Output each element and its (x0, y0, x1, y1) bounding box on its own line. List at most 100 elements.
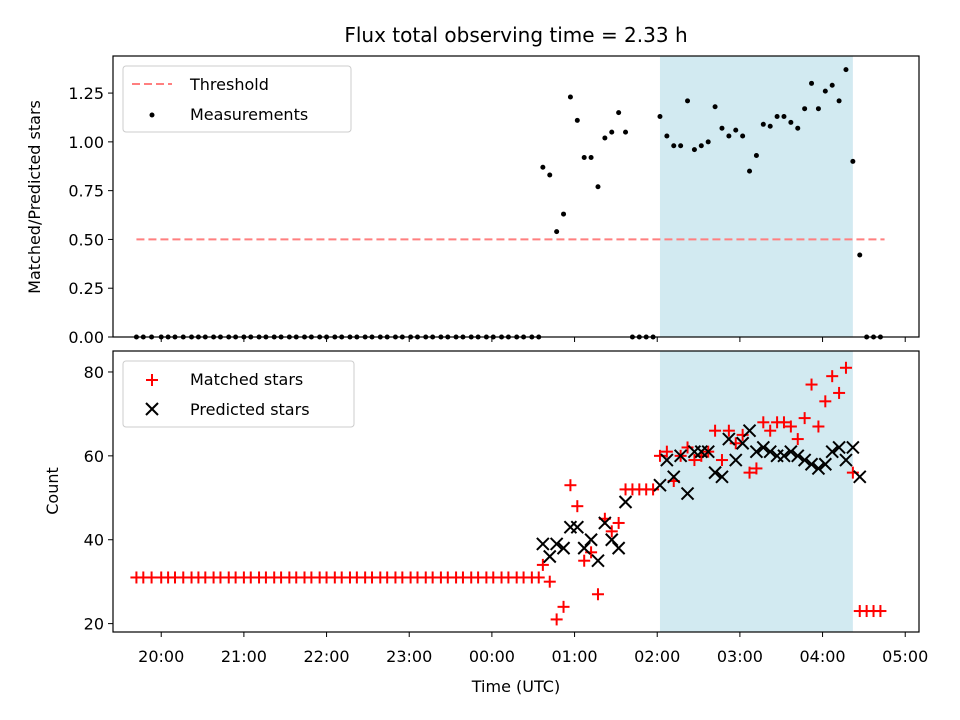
measurement-point (740, 133, 746, 139)
predicted-star-point (605, 533, 619, 547)
x-tick-label: 03:00 (717, 647, 763, 666)
predicted-star-point (825, 444, 839, 459)
matched-star-point (688, 454, 701, 467)
matched-star-point (777, 416, 790, 429)
measurement-point (581, 154, 587, 160)
measurement-point (554, 229, 560, 235)
measurement-point (685, 98, 691, 104)
matched-star-point (543, 575, 556, 588)
predicted-star-point (818, 457, 833, 471)
x-tick-label: 04:00 (800, 647, 846, 666)
predicted-star-point (839, 453, 853, 467)
y-tick-label: 20 (84, 615, 104, 634)
x-tick-label: 22:00 (304, 647, 350, 666)
matched-star-point (791, 433, 804, 446)
x-tick-label: 00:00 (469, 647, 515, 666)
measurement-point (561, 211, 567, 217)
legend-threshold-label: Threshold (189, 75, 269, 94)
bottom-x-axis-label: Time (UTC) (471, 677, 560, 696)
matched-star-point (715, 454, 728, 467)
measurement-point (809, 80, 815, 86)
matched-star-point (564, 479, 577, 492)
measurement-point (836, 98, 842, 104)
measurement-point (671, 143, 677, 149)
matched-star-point (798, 412, 811, 425)
predicted-star-point (556, 541, 571, 555)
predicted-star-point (742, 423, 757, 438)
measurement-point (822, 88, 828, 94)
predicted-star-point (791, 449, 805, 463)
measurement-point (733, 127, 739, 133)
predicted-star-point (811, 461, 826, 476)
measurement-point (698, 143, 704, 149)
measurement-point (595, 184, 601, 190)
bottom-y-axis-label: Count (43, 467, 62, 515)
predicted-star-point (680, 486, 695, 501)
measurement-point (616, 110, 622, 116)
measurement-point (719, 125, 725, 131)
x-tick-label: 20:00 (138, 647, 184, 666)
top-y-axis-label: Matched/Predicted stars (25, 100, 44, 294)
y-tick-label: 0.50 (68, 230, 104, 249)
bottom-legend: Matched stars Predicted stars (122, 360, 355, 428)
measurement-point (802, 106, 808, 112)
matched-star-point (826, 370, 839, 383)
y-tick-label: 1.00 (68, 133, 104, 152)
bottom-y-ticks: 20 40 60 80 (84, 363, 113, 634)
x-tick-label: 02:00 (634, 647, 680, 666)
measurement-point (678, 143, 684, 149)
matched-star-point (709, 424, 722, 437)
top-y-ticks: 0.00 0.25 0.50 0.75 1.00 1.25 (68, 84, 113, 347)
matched-star-point (536, 558, 549, 571)
y-tick-label: 80 (84, 363, 104, 382)
predicted-star-point (832, 440, 846, 455)
top-panel: 0.00 0.25 0.50 0.75 1.00 1.25 Flux total obse… (25, 23, 920, 347)
matched-star-point (750, 462, 763, 475)
predicted-star-point (784, 444, 798, 459)
matched-star-point (757, 416, 770, 429)
x-tick-label: 01:00 (552, 647, 598, 666)
measurement-point (753, 153, 759, 159)
measurement-point (609, 129, 615, 135)
measurement-point (691, 147, 697, 153)
observing-window-shade-top (659, 56, 853, 337)
predicted-star-point (536, 537, 550, 551)
measurement-point (788, 119, 794, 125)
measurement-point (843, 67, 849, 73)
predicted-star-point (584, 533, 598, 547)
measurements-layer (133, 67, 883, 340)
measurement-point (829, 82, 835, 88)
measurement-point (795, 125, 801, 131)
predicted-star-point (611, 541, 626, 555)
predicted-star-point (660, 453, 674, 467)
top-x-ticks (160, 337, 906, 342)
predicted-star-point (846, 440, 860, 455)
bottom-axes-frame (112, 350, 920, 633)
matched-star-point (722, 424, 735, 437)
predicted-star-point (591, 553, 605, 568)
measurement-point (760, 121, 766, 127)
predicted-star-point (708, 465, 722, 480)
predicted-star-point (653, 478, 667, 492)
predicted-star-point (549, 537, 564, 551)
predicted-star-point (777, 449, 791, 463)
predicted-star-point (570, 520, 585, 534)
bottom-panel: 20 40 60 80 20:00 21:00 22:00 23:00 00:00 01:00 0… (43, 350, 928, 696)
legend-matched-swatch (146, 374, 158, 386)
predicted-star-point (749, 444, 764, 459)
measurement-point (747, 168, 753, 174)
y-tick-label: 0.75 (68, 182, 104, 201)
predicted-star-point (722, 432, 736, 446)
y-tick-label: 1.25 (68, 84, 104, 103)
measurement-point (602, 135, 608, 141)
predicted-star-point (797, 453, 812, 467)
matched-star-point (819, 395, 832, 408)
measurement-point (774, 113, 780, 119)
measurement-point (712, 104, 718, 110)
measurement-point (623, 129, 629, 135)
matched-star-point (874, 605, 887, 618)
matched-star-point (557, 600, 570, 613)
predicted-star-point (598, 516, 612, 530)
matched-star-point (605, 525, 618, 538)
